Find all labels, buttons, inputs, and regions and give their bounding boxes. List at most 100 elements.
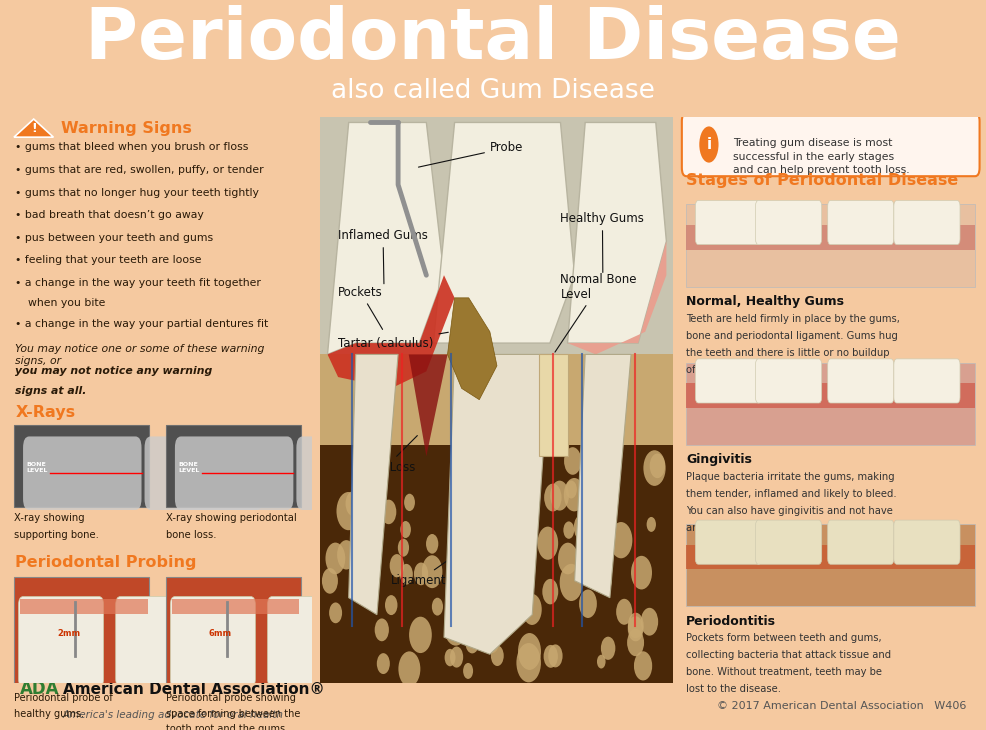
Circle shape xyxy=(414,563,428,585)
Polygon shape xyxy=(575,355,631,598)
Polygon shape xyxy=(14,119,53,137)
Circle shape xyxy=(486,508,508,542)
Text: • pus between your teeth and gums: • pus between your teeth and gums xyxy=(16,233,214,243)
Polygon shape xyxy=(320,445,673,683)
Text: © 2017 American Dental Association   W406: © 2017 American Dental Association W406 xyxy=(717,702,966,711)
Polygon shape xyxy=(434,123,575,343)
Circle shape xyxy=(377,653,389,674)
Circle shape xyxy=(444,608,467,645)
Text: BONE
LEVEL: BONE LEVEL xyxy=(26,462,47,472)
Circle shape xyxy=(543,645,558,668)
Circle shape xyxy=(325,542,345,575)
Circle shape xyxy=(627,629,644,656)
Text: tooth root and the gums.: tooth root and the gums. xyxy=(166,724,288,730)
Text: X-ray showing: X-ray showing xyxy=(14,513,85,523)
Text: !: ! xyxy=(31,123,36,136)
Text: • gums that no longer hug your teeth tightly: • gums that no longer hug your teeth tig… xyxy=(16,188,259,198)
Text: Bone Loss: Bone Loss xyxy=(356,436,417,474)
Circle shape xyxy=(397,539,409,557)
Text: • gums that bleed when you brush or floss: • gums that bleed when you brush or flos… xyxy=(16,142,248,153)
Circle shape xyxy=(590,546,605,572)
FancyBboxPatch shape xyxy=(755,359,821,403)
FancyBboxPatch shape xyxy=(267,596,353,687)
Circle shape xyxy=(566,480,577,499)
Text: Stages of Periodontal Disease: Stages of Periodontal Disease xyxy=(686,174,958,188)
FancyBboxPatch shape xyxy=(19,596,104,687)
Text: lost to the disease.: lost to the disease. xyxy=(686,684,781,694)
Text: bone. Without treatment, teeth may be: bone. Without treatment, teeth may be xyxy=(686,667,882,677)
Text: Periodontal Disease: Periodontal Disease xyxy=(85,5,901,74)
Circle shape xyxy=(490,461,505,485)
FancyBboxPatch shape xyxy=(115,596,201,687)
Text: America's leading advocate for oral health: America's leading advocate for oral heal… xyxy=(63,710,284,721)
FancyBboxPatch shape xyxy=(686,225,975,250)
Circle shape xyxy=(594,565,612,594)
FancyBboxPatch shape xyxy=(216,596,301,687)
Text: bone and periodontal ligament. Gums hug: bone and periodontal ligament. Gums hug xyxy=(686,331,898,341)
Circle shape xyxy=(478,575,500,610)
FancyBboxPatch shape xyxy=(320,117,673,683)
Circle shape xyxy=(517,643,541,683)
Polygon shape xyxy=(444,355,550,654)
Circle shape xyxy=(364,468,373,483)
FancyBboxPatch shape xyxy=(145,437,263,510)
FancyBboxPatch shape xyxy=(894,520,960,564)
Text: Probe: Probe xyxy=(418,142,524,167)
FancyBboxPatch shape xyxy=(14,425,149,507)
Circle shape xyxy=(400,564,413,585)
Circle shape xyxy=(600,637,615,660)
Circle shape xyxy=(574,515,590,540)
FancyBboxPatch shape xyxy=(539,354,568,456)
Text: Pockets: Pockets xyxy=(338,285,383,329)
Circle shape xyxy=(499,587,519,620)
FancyBboxPatch shape xyxy=(827,520,894,564)
Circle shape xyxy=(479,567,489,584)
Text: the teeth and there is little or no buildup: the teeth and there is little or no buil… xyxy=(686,347,889,358)
FancyBboxPatch shape xyxy=(686,363,975,445)
Polygon shape xyxy=(408,355,448,456)
Circle shape xyxy=(628,616,644,641)
Circle shape xyxy=(523,594,541,625)
Circle shape xyxy=(375,618,388,641)
Circle shape xyxy=(496,480,521,519)
Circle shape xyxy=(550,480,569,510)
FancyBboxPatch shape xyxy=(686,383,975,408)
Circle shape xyxy=(518,633,541,670)
Text: 2mm: 2mm xyxy=(57,629,80,638)
FancyBboxPatch shape xyxy=(695,520,761,564)
Text: • a change in the way your partial dentures fit: • a change in the way your partial dentu… xyxy=(16,319,269,328)
Text: of plaque on them.: of plaque on them. xyxy=(686,364,781,374)
Circle shape xyxy=(558,542,578,575)
Text: them tender, inflamed and likely to bleed.: them tender, inflamed and likely to blee… xyxy=(686,489,897,499)
Circle shape xyxy=(592,508,602,526)
Circle shape xyxy=(634,651,652,680)
Circle shape xyxy=(450,647,463,668)
Circle shape xyxy=(609,522,632,558)
FancyBboxPatch shape xyxy=(297,437,415,510)
Circle shape xyxy=(516,449,540,488)
Text: X-Rays: X-Rays xyxy=(16,405,76,420)
Text: American Dental Association®: American Dental Association® xyxy=(63,683,324,697)
Circle shape xyxy=(631,556,652,589)
Circle shape xyxy=(322,568,338,593)
FancyBboxPatch shape xyxy=(755,201,821,245)
Text: Tartar (calculus): Tartar (calculus) xyxy=(338,332,449,350)
Circle shape xyxy=(548,645,563,667)
Text: Plaque bacteria irritate the gums, making: Plaque bacteria irritate the gums, makin… xyxy=(686,472,895,482)
Circle shape xyxy=(445,649,456,666)
Circle shape xyxy=(404,493,415,511)
Circle shape xyxy=(603,461,613,477)
Text: Periodontitis: Periodontitis xyxy=(686,615,776,628)
FancyBboxPatch shape xyxy=(20,599,148,613)
FancyBboxPatch shape xyxy=(686,524,975,606)
Circle shape xyxy=(560,564,583,601)
FancyBboxPatch shape xyxy=(755,520,821,564)
Text: Normal, Healthy Gums: Normal, Healthy Gums xyxy=(686,295,844,308)
Text: i: i xyxy=(706,137,712,152)
Text: Inflamed Gums: Inflamed Gums xyxy=(338,229,428,284)
Polygon shape xyxy=(349,355,398,615)
Text: signs at all.: signs at all. xyxy=(16,385,87,396)
Circle shape xyxy=(564,478,585,512)
Text: 6mm: 6mm xyxy=(209,629,232,638)
FancyBboxPatch shape xyxy=(172,599,300,613)
